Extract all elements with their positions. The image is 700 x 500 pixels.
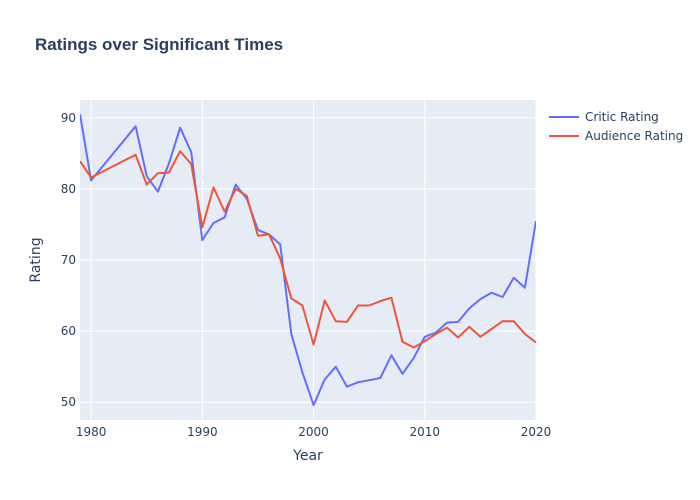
x-tick-label: 1990 xyxy=(187,425,218,439)
x-tick-label: 2010 xyxy=(410,425,441,439)
y-axis-ticks: 50 60 70 80 90 xyxy=(61,111,76,409)
y-tick-label: 70 xyxy=(61,253,76,267)
x-axis-ticks: 1980 1990 2000 2010 2020 xyxy=(76,425,551,439)
legend-item-critic-rating[interactable]: Critic Rating xyxy=(549,110,659,124)
y-tick-label: 60 xyxy=(61,324,76,338)
series-line-critic-rating xyxy=(80,114,536,407)
y-axis-title: Rating xyxy=(28,237,44,282)
legend-item-audience-rating[interactable]: Audience Rating xyxy=(549,129,683,143)
y-tick-label: 80 xyxy=(61,182,76,196)
y-tick-label: 50 xyxy=(61,395,76,409)
chart-title: Ratings over Significant Times xyxy=(35,35,283,54)
legend[interactable]: Critic Rating Audience Rating xyxy=(549,110,683,143)
series-line-audience-rating xyxy=(80,150,536,349)
x-tick-label: 2020 xyxy=(521,425,552,439)
x-axis-title: Year xyxy=(292,448,323,464)
x-tick-label: 2000 xyxy=(298,425,329,439)
x-tick-label: 1980 xyxy=(76,425,107,439)
y-tick-label: 90 xyxy=(61,111,76,125)
series-lines xyxy=(80,114,536,407)
legend-label: Audience Rating xyxy=(585,129,683,143)
legend-label: Critic Rating xyxy=(585,110,659,124)
